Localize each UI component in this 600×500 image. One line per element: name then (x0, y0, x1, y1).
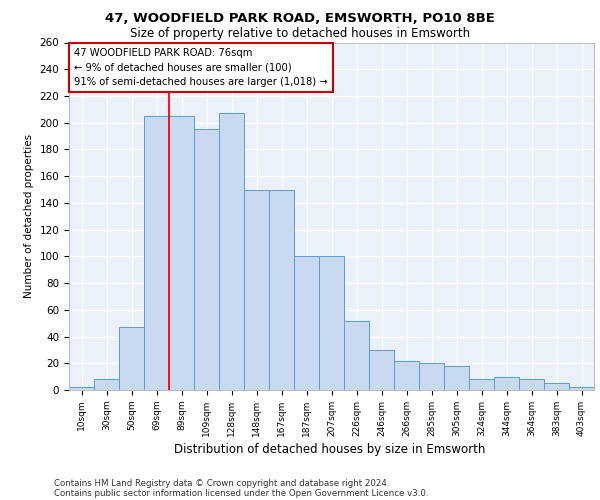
Text: Contains public sector information licensed under the Open Government Licence v3: Contains public sector information licen… (54, 488, 428, 498)
Bar (394, 360, 419, 390)
Text: Distribution of detached houses by size in Emsworth: Distribution of detached houses by size … (175, 442, 485, 456)
Bar (69, 388, 94, 390)
Bar (544, 384, 569, 390)
Bar (294, 256, 319, 390)
Bar (319, 256, 344, 390)
Text: Contains HM Land Registry data © Crown copyright and database right 2024.: Contains HM Land Registry data © Crown c… (54, 478, 389, 488)
Bar (444, 366, 469, 390)
Text: Size of property relative to detached houses in Emsworth: Size of property relative to detached ho… (130, 28, 470, 40)
Bar (369, 350, 394, 390)
Y-axis label: Number of detached properties: Number of detached properties (24, 134, 34, 298)
Bar (119, 327, 144, 390)
Text: 47 WOODFIELD PARK ROAD: 76sqm
← 9% of detached houses are smaller (100)
91% of s: 47 WOODFIELD PARK ROAD: 76sqm ← 9% of de… (74, 48, 328, 88)
Bar (144, 116, 169, 390)
Text: 47, WOODFIELD PARK ROAD, EMSWORTH, PO10 8BE: 47, WOODFIELD PARK ROAD, EMSWORTH, PO10 … (105, 12, 495, 26)
Bar (519, 380, 544, 390)
Bar (194, 130, 219, 390)
Bar (219, 114, 244, 390)
Bar (169, 116, 194, 390)
Bar (419, 364, 444, 390)
Bar (269, 190, 294, 390)
Bar (244, 190, 269, 390)
Bar (494, 376, 519, 390)
Bar (344, 320, 369, 390)
Bar (569, 388, 594, 390)
Bar (469, 380, 494, 390)
Bar (94, 380, 119, 390)
